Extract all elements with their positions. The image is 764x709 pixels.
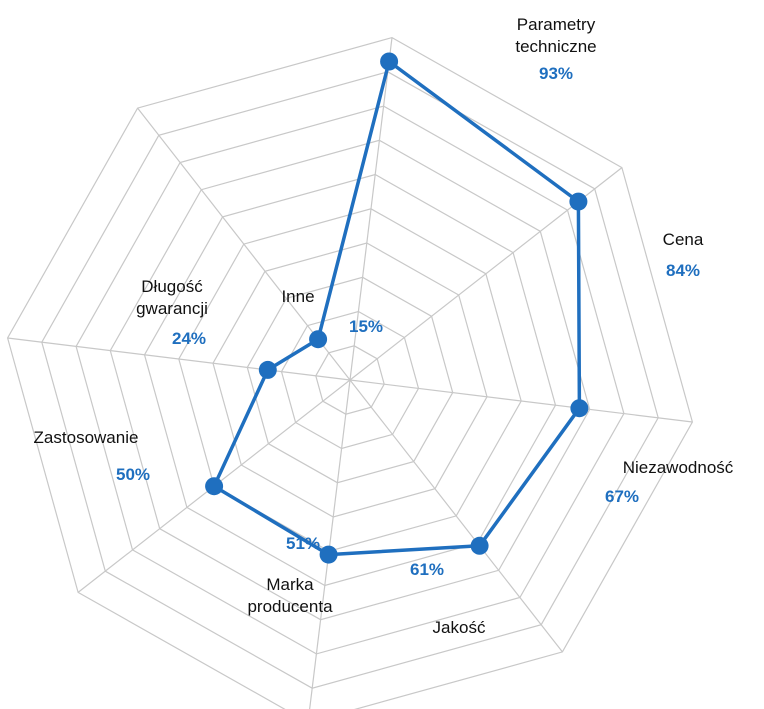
value-label-8: 15% — [349, 317, 383, 336]
axis-label-line: gwarancji — [136, 299, 208, 318]
data-point-1 — [380, 52, 399, 71]
axis-label-line: Zastosowanie — [34, 428, 139, 447]
data-point-8 — [309, 330, 328, 349]
value-label-2: 84% — [666, 261, 700, 280]
grid-spoke-4 — [349, 379, 563, 653]
axis-label-line: Marka — [266, 575, 314, 594]
value-label-1: 93% — [539, 64, 573, 83]
radar-labels: Parametry techniczne 93% Cena 84% Niezawodnoś… — [34, 15, 734, 637]
radar-series — [205, 52, 589, 564]
data-point-7 — [258, 360, 277, 379]
axis-label-2: Cena — [663, 230, 704, 249]
grid-ring-10 — [6, 36, 694, 709]
axis-label-5: Marka producenta — [247, 575, 333, 616]
value-label-3: 67% — [605, 487, 639, 506]
axis-label-7: Długość gwarancji — [136, 277, 208, 318]
axis-label-3: Niezawodność — [623, 458, 734, 477]
axis-label-8: Inne — [281, 287, 314, 306]
value-label-6: 50% — [116, 465, 150, 484]
value-label-7: 24% — [172, 329, 206, 348]
grid-spoke-7 — [7, 337, 351, 381]
axis-label-line: Niezawodność — [623, 458, 734, 477]
axis-label-line: Jakość — [433, 618, 486, 637]
data-point-6 — [205, 477, 224, 496]
axis-label-6: Zastosowanie — [34, 428, 139, 447]
radar-grid — [6, 36, 694, 709]
grid-spoke-1 — [349, 37, 393, 381]
axis-label-line: Inne — [281, 287, 314, 306]
axis-label-line: Parametry — [517, 15, 596, 34]
data-point-3 — [570, 399, 589, 418]
axis-label-line: Długość — [141, 277, 203, 296]
axis-label-line: Cena — [663, 230, 704, 249]
grid-spoke-3 — [349, 379, 693, 423]
axis-label-line: producenta — [247, 597, 333, 616]
data-point-2 — [569, 192, 588, 211]
axis-label-1: Parametry techniczne — [515, 15, 596, 56]
axis-label-line: techniczne — [515, 37, 596, 56]
data-point-4 — [470, 536, 489, 555]
axis-label-4: Jakość — [433, 618, 486, 637]
data-point-5 — [319, 545, 338, 564]
value-label-5: 51% — [286, 534, 320, 553]
value-label-4: 61% — [410, 560, 444, 579]
